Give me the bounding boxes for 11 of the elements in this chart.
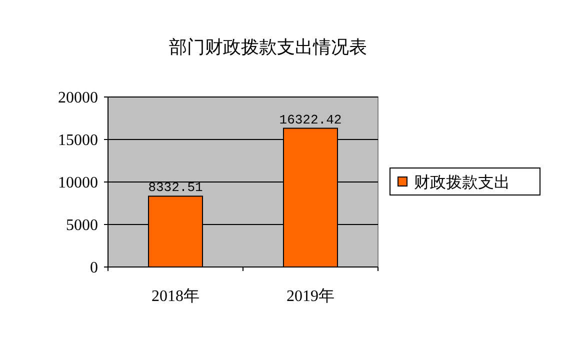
x-tick-label: 2019年 [286, 288, 334, 305]
y-tick-label: 15000 [58, 132, 98, 150]
data-label: 8332.51 [148, 180, 204, 196]
y-tick-label: 10000 [58, 174, 98, 192]
data-label: 16322.42 [279, 112, 342, 128]
chart-title: 部门财政拨款支出情况表 [169, 37, 367, 58]
y-tick-label: 20000 [58, 90, 98, 107]
y-tick-label: 0 [90, 260, 98, 277]
legend-label: 财政拨款支出 [414, 172, 510, 192]
x-tick-label: 2018年 [152, 288, 200, 305]
y-tick-label: 5000 [66, 217, 98, 234]
